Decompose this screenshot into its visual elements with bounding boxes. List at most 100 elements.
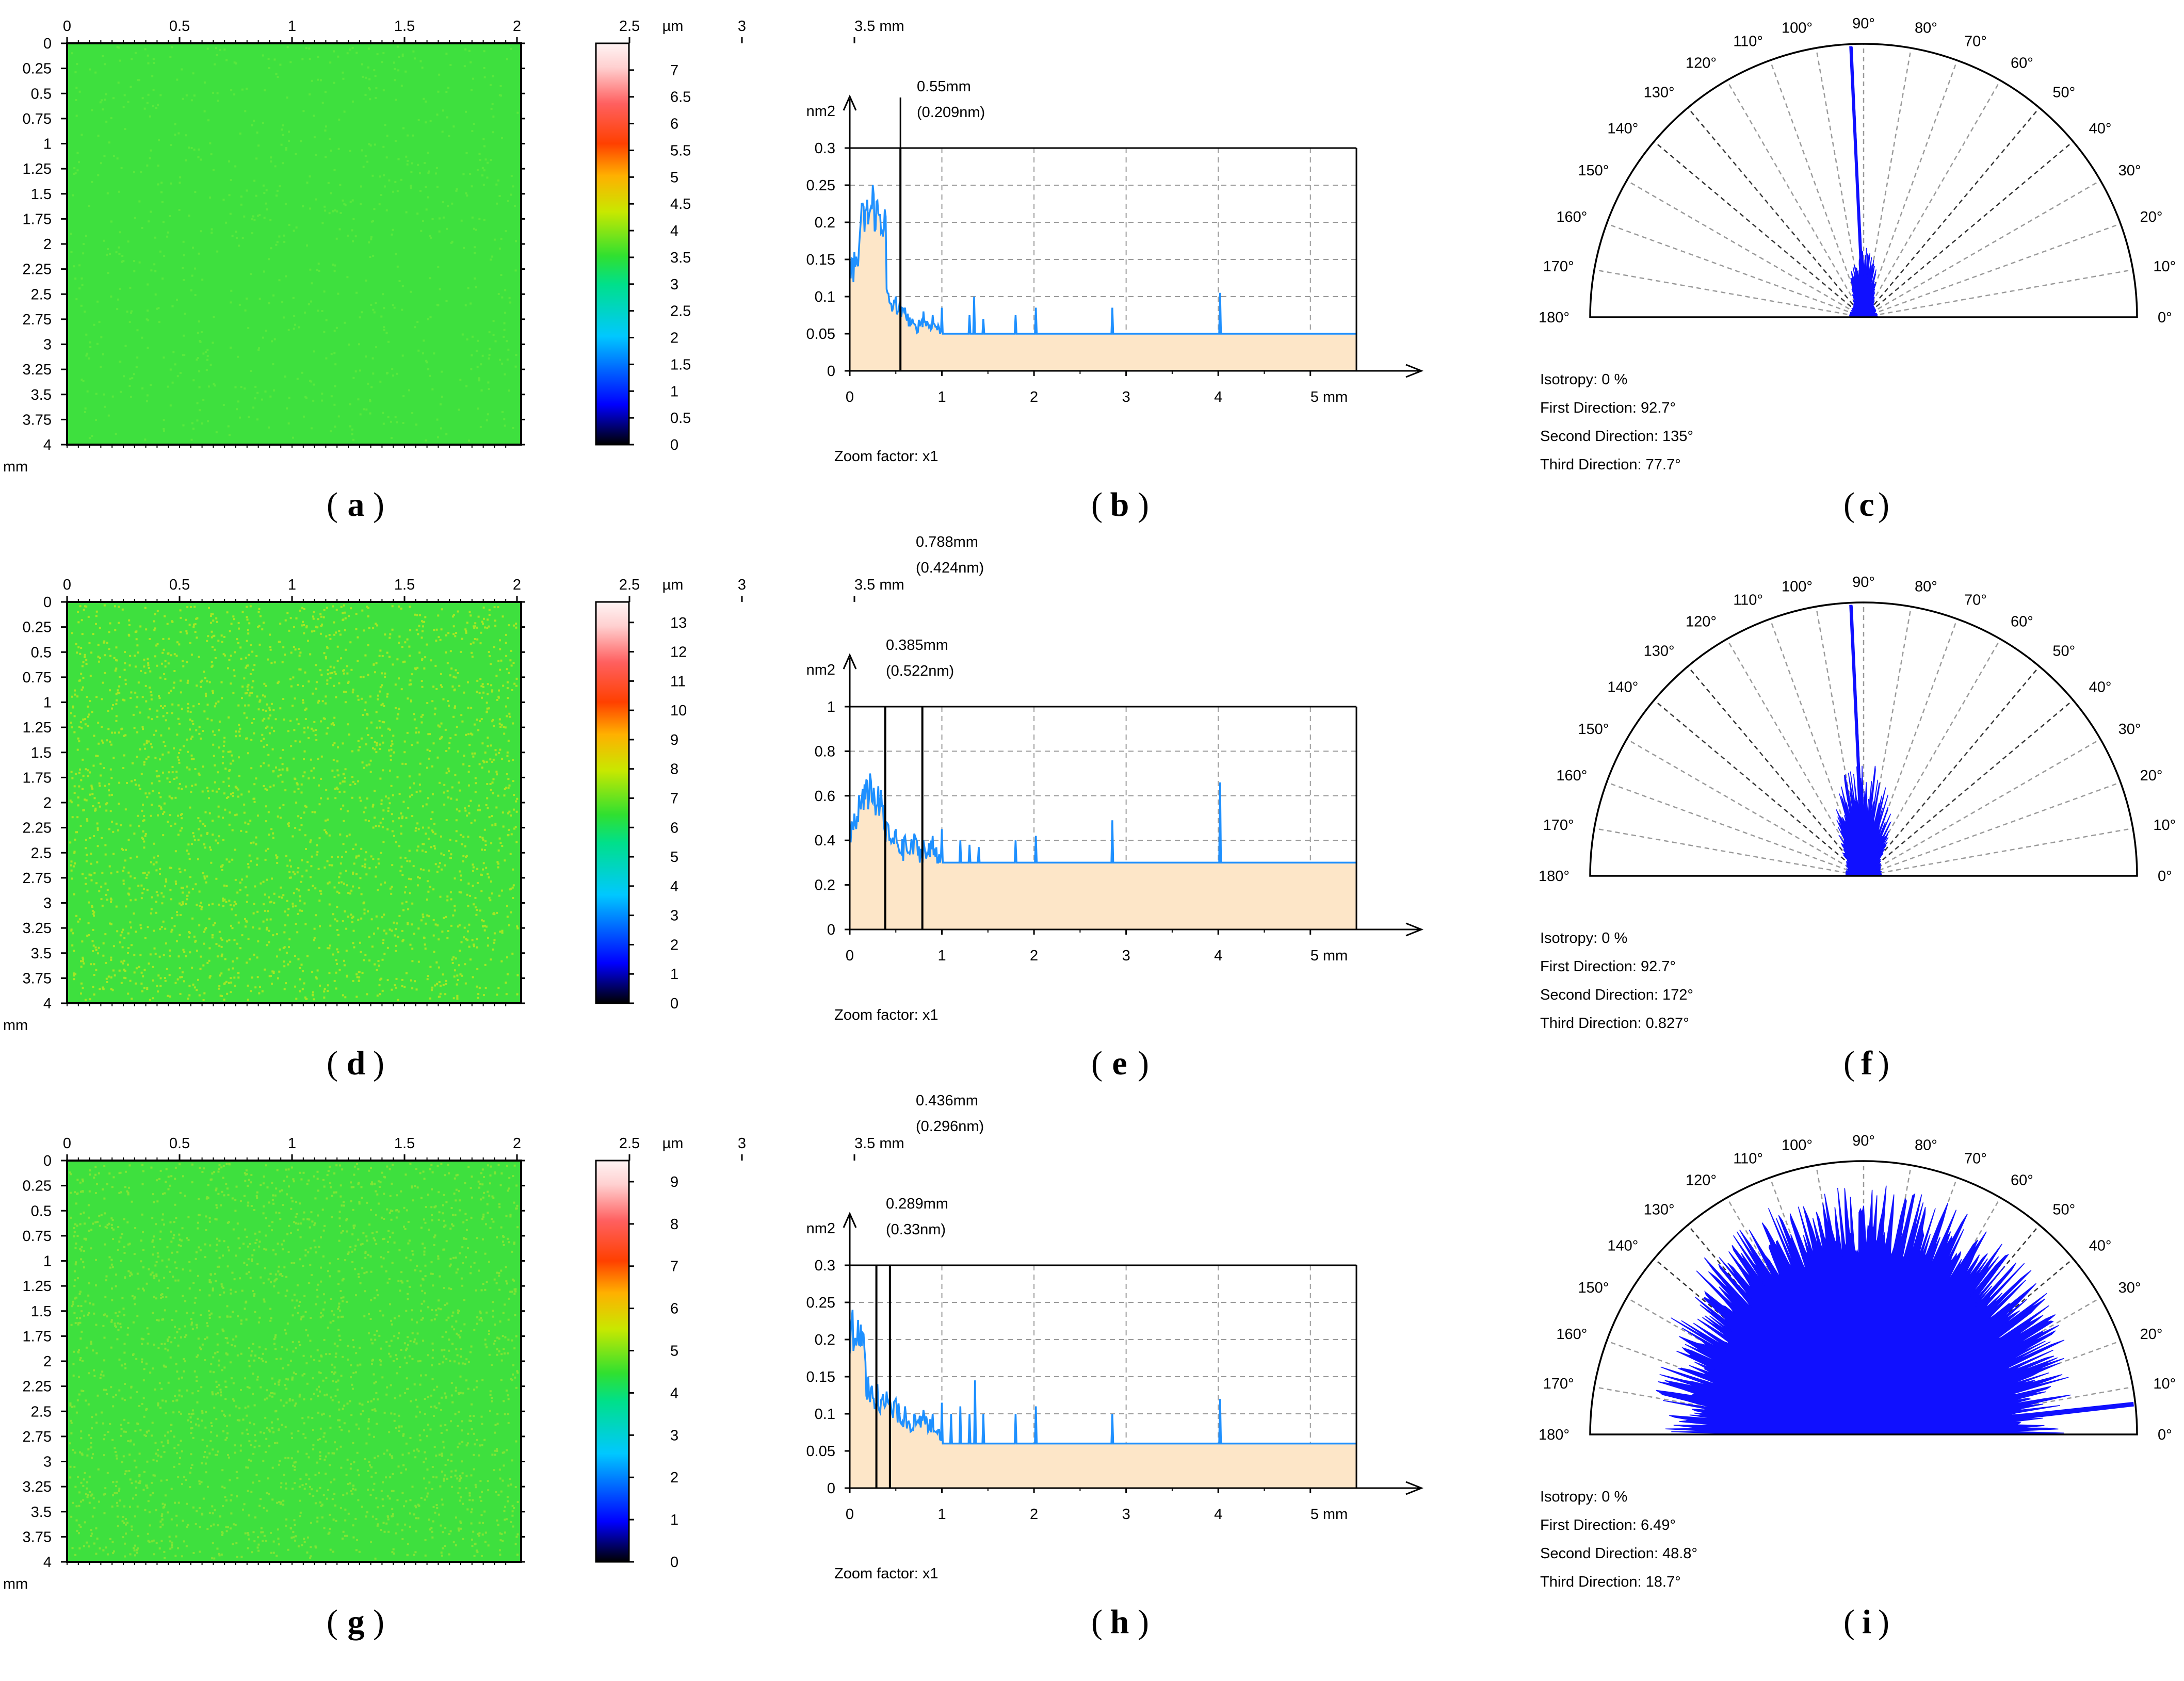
polar-ray [1594,827,1864,877]
colorbar-tick-label: 2 [670,937,678,953]
colorbar-tick-label: 5 [670,849,678,866]
angle-label: 140° [1607,679,1638,696]
marker-label-nm: (0.424nm) [916,560,984,576]
x-tick-label: 0.5 [169,18,190,35]
y-tick-label: 0.4 [815,833,835,849]
colorbar-tick-label: 1 [670,966,678,983]
x-tick-label: 3 [738,18,746,35]
angle-label: 60° [2011,1172,2033,1188]
psd-line [849,1310,1356,1445]
marker-label-mm: 0.55mm [917,78,971,95]
marker-label-mm: 0.289mm [886,1196,948,1212]
x-tick-label: 1.5 [394,577,415,593]
surface-map [66,601,522,1004]
caption-paren: ( [1843,1044,1855,1082]
y-tick-label: 2 [43,795,52,811]
colorbar-tick-label: 8 [670,761,678,778]
y-tick-label: 0.25 [23,61,52,77]
polar-ray [1863,179,2101,318]
colorbar-tick-label: 6 [670,820,678,836]
x-tick-label: 1 [937,948,946,964]
y-tick-label: 1.25 [23,1278,52,1295]
angle-label: 10° [2153,817,2176,834]
y-tick-label: 1 [43,695,52,711]
colorbar-tick-label: 3.5 [670,250,691,266]
colorbar-tick-label: 0 [670,995,678,1012]
x-tick-label: 1.5 [394,18,415,35]
y-tick-label: 4 [43,437,52,453]
angle-label: 20° [2140,1326,2163,1343]
caption-paren: ( [1091,1603,1103,1641]
second-direction-label: Second Direction: 135° [1540,428,1693,445]
caption-paren: ) [1878,1603,1889,1641]
angle-label: 60° [2011,613,2033,630]
x-tick-label: 5 mm [1311,948,1348,964]
angle-label: 170° [1543,258,1574,275]
x-tick-label: 3.5 mm [854,18,904,35]
polar-ray [1626,738,1864,877]
y-tick-label: 3.5 [31,945,52,962]
y-tick-label: 1.75 [23,1328,52,1345]
y-tick-label: 1.25 [23,161,52,177]
y-tick-label: 0.25 [23,1178,52,1195]
isotropy-label: Isotropy: 0 % [1540,1489,1627,1505]
marker-label-mm: 0.385mm [886,637,948,654]
principal-direction-spike [1849,605,1865,876]
angle-label: 180° [1539,309,1570,326]
x-tick-label: 3 [738,1135,746,1152]
y-tick-label: 3.25 [23,1479,52,1495]
colorbar-tick-label: 7 [670,62,678,79]
panel-caption-letter: c [1859,486,1874,524]
y-tick-label: 3.75 [23,412,52,428]
angle-label: 140° [1607,1238,1638,1254]
y-unit-label: mm [3,459,28,475]
angle-label: 50° [2052,84,2075,101]
colorbar-tick-label: 6.5 [670,89,691,106]
colorbar-tick-label: 0 [670,1554,678,1571]
first-direction-label: First Direction: 92.7° [1540,958,1676,975]
polar-ray [1687,107,1864,318]
surface-map-panel: 0 0.5 1 1.5 2 2.5 3 3.5 mm00.250.50.7511.251.51… [3,1135,904,1641]
colorbar-tick-label: 3 [670,276,678,293]
y-tick-label: 1.5 [31,186,52,203]
colorbar-tick-label: 13 [670,615,687,631]
psd-area [850,1310,1356,1488]
x-tick-label: 0 [846,1506,854,1523]
angle-label: 40° [2089,1238,2112,1254]
surface-texture [69,604,519,1001]
third-direction-label: Third Direction: 18.7° [1540,1574,1681,1590]
colorbar-tick-label: 2.5 [670,303,691,320]
panel-caption-letter: a [348,486,365,524]
y-axis-label: nm2 [806,1220,835,1237]
polar-outline [1589,1160,2138,1435]
isotropy-label: Isotropy: 0 % [1540,930,1627,946]
angle-label: 10° [2153,1376,2176,1392]
angle-label: 50° [2052,643,2075,659]
angle-label: 80° [1915,1137,1937,1154]
x-tick-label: 1 [288,577,296,593]
panel-caption-letter: g [348,1603,365,1641]
y-tick-label: 2.75 [23,870,52,887]
angle-label: 100° [1782,579,1813,595]
caption-paren: ( [327,1044,338,1082]
angle-label: 90° [1852,574,1875,591]
y-tick-label: 0.15 [806,1369,835,1385]
x-tick-label: 2 [1030,389,1038,405]
marker-label-nm: (0.33nm) [886,1221,946,1238]
y-tick-label: 3.5 [31,387,52,403]
y-tick-label: 0.75 [23,670,52,686]
panel-caption-letter: f [1861,1044,1873,1082]
angle-label: 160° [1556,209,1587,225]
angle-label: 20° [2140,209,2163,225]
x-axis-arrow [1405,922,1424,937]
colorbar-unit: µm [662,1135,684,1152]
angle-label: 10° [2153,258,2176,275]
x-tick-label: 1 [288,18,296,35]
y-tick-label: 2.5 [31,845,52,861]
angle-label: 30° [2118,162,2141,179]
y-axis-arrow [843,94,857,111]
panel-caption-letter: e [1112,1044,1127,1082]
caption-paren: ( [327,486,338,524]
caption-paren: ) [1138,486,1149,524]
